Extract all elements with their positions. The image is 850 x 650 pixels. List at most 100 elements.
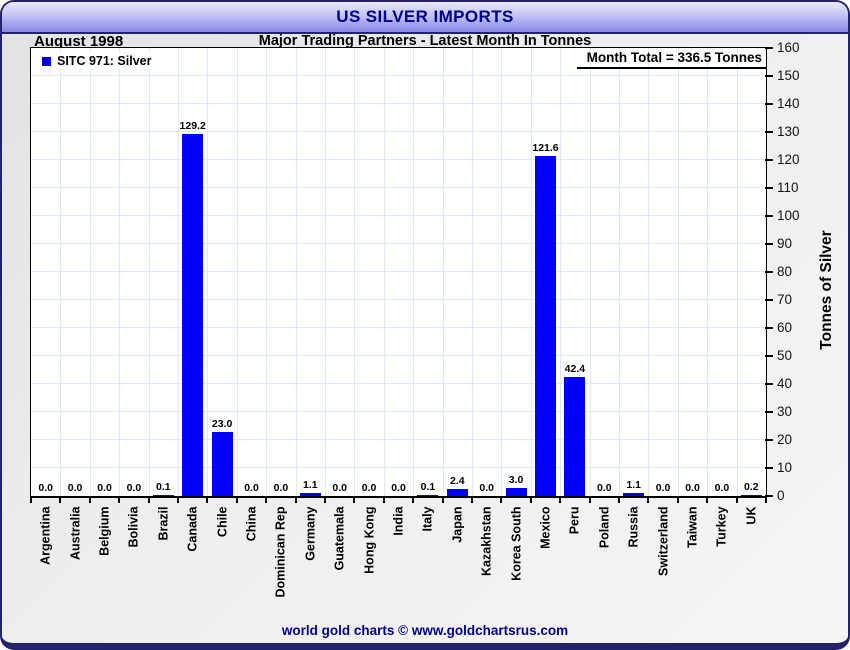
bar-value-japan: 2.4 xyxy=(449,475,465,488)
y-tick-label: 60 xyxy=(777,320,793,335)
bar-value-mexico: 121.6 xyxy=(532,141,559,154)
x-tick xyxy=(177,497,179,503)
plot-area: 0.0 0.0 0.0 0.0 0.1 129.2 23.0 0.0 0.0 1.1 0.0 0.0 0… xyxy=(30,47,767,498)
x-tick xyxy=(765,497,767,503)
x-category-label-uk: UK xyxy=(744,506,759,525)
bar-germany xyxy=(299,492,321,496)
y-tick-label: 130 xyxy=(777,124,800,139)
y-tick xyxy=(765,131,773,133)
gridline-horizontal xyxy=(31,103,766,104)
x-category-label-guatemala: Guatemala xyxy=(332,506,347,570)
bar-value-argentina: 0.0 xyxy=(38,482,53,494)
y-tick-label: 110 xyxy=(777,180,799,195)
gridline-vertical xyxy=(89,48,91,496)
x-category-label-peru: Peru xyxy=(567,506,582,534)
gridline-vertical xyxy=(325,48,326,496)
y-tick xyxy=(765,411,773,413)
bar-value-belgium: 0.0 xyxy=(97,482,112,494)
y-tick-label: 10 xyxy=(777,460,793,475)
gridline-vertical xyxy=(619,48,620,496)
x-tick xyxy=(618,497,620,503)
gridline-horizontal xyxy=(31,411,766,412)
bar-italy xyxy=(417,495,439,496)
gridline-horizontal xyxy=(31,327,766,328)
bar-value-guatemala: 0.0 xyxy=(332,482,347,494)
bar-value-bolivia: 0.0 xyxy=(126,482,142,494)
y-axis-title: Tonnes of Silver xyxy=(818,230,835,350)
y-tick xyxy=(765,187,773,189)
x-tick xyxy=(706,497,709,503)
title-bar: US SILVER IMPORTS xyxy=(2,2,848,34)
footer-credit[interactable]: world gold charts © www.goldchartsrus.co… xyxy=(281,623,569,638)
bar-value-taiwan: 0.0 xyxy=(685,482,700,494)
gridline-horizontal xyxy=(31,75,766,76)
bar-japan xyxy=(446,489,468,496)
gridline-vertical xyxy=(207,48,209,496)
plot-inner: 0.0 0.0 0.0 0.0 0.1 129.2 23.0 0.0 0.0 1.1 0.0 0.0 0… xyxy=(31,48,766,496)
y-tick-label: 30 xyxy=(777,404,793,419)
x-category-label-switzerland: Switzerland xyxy=(656,506,671,576)
x-category-label-canada: Canada xyxy=(185,506,200,552)
bar-value-turkey: 0.0 xyxy=(714,482,730,494)
bar-korea-south xyxy=(505,487,527,496)
gridline-vertical xyxy=(442,48,444,496)
period-label: August 1998 xyxy=(34,33,124,50)
x-tick xyxy=(118,497,121,503)
x-category-label-kazakhstan: Kazakhstan xyxy=(479,506,494,576)
x-tick xyxy=(441,497,444,503)
bar-value-brazil: 0.1 xyxy=(155,481,171,493)
y-tick-label: 0 xyxy=(777,488,785,503)
x-tick xyxy=(647,497,650,503)
x-category-label-china: China xyxy=(244,506,259,541)
x-category-label-taiwan: Taiwan xyxy=(685,506,700,548)
y-tick-label: 160 xyxy=(777,40,800,55)
gridline-vertical xyxy=(119,48,121,496)
bar-value-switzerland: 0.0 xyxy=(655,482,671,494)
x-tick xyxy=(471,497,473,503)
x-tick xyxy=(324,497,326,503)
gridline-vertical xyxy=(383,48,385,496)
y-tick xyxy=(765,159,773,161)
x-tick xyxy=(294,497,297,503)
bar-value-germany: 1.1 xyxy=(302,478,318,491)
x-category-label-hong-kong: Hong Kong xyxy=(362,506,377,574)
gridline-vertical xyxy=(60,48,62,496)
y-tick-label: 140 xyxy=(777,96,800,111)
y-tick-label: 40 xyxy=(777,376,793,391)
x-category-label-russia: Russia xyxy=(626,506,641,547)
gridline-vertical xyxy=(354,48,356,496)
x-category-label-india: India xyxy=(391,506,406,536)
x-tick xyxy=(529,497,532,503)
gridline-horizontal xyxy=(31,439,766,440)
gridline-vertical xyxy=(266,48,268,496)
bar-value-uk: 0.2 xyxy=(743,481,759,493)
x-category-label-germany: Germany xyxy=(303,506,318,561)
x-tick xyxy=(676,497,679,503)
x-category-label-brazil: Brazil xyxy=(156,506,171,541)
y-tick-label: 90 xyxy=(777,236,793,251)
x-category-label-chile: Chile xyxy=(215,506,230,537)
y-tick xyxy=(765,439,773,441)
bar-value-kazakhstan: 0.0 xyxy=(479,482,494,494)
gridline-horizontal xyxy=(31,243,766,244)
y-tick-label: 150 xyxy=(777,68,800,83)
gridline-vertical xyxy=(648,48,650,496)
bar-brazil xyxy=(152,495,174,496)
bar-chile xyxy=(211,431,233,496)
x-category-label-japan: Japan xyxy=(450,506,465,543)
y-tick-label: 120 xyxy=(777,152,800,167)
x-tick xyxy=(559,497,562,503)
x-tick xyxy=(265,497,268,503)
gridline-vertical xyxy=(413,48,415,496)
bar-value-peru: 42.4 xyxy=(564,363,586,376)
gridline-horizontal xyxy=(31,215,766,216)
gridline-horizontal xyxy=(31,383,766,384)
bar-russia xyxy=(623,492,645,496)
gridline-vertical xyxy=(295,48,297,496)
x-tick xyxy=(588,497,591,503)
x-category-label-turkey: Turkey xyxy=(714,506,729,547)
x-category-label-dominican-rep: Dominican Rep xyxy=(273,506,288,597)
bar-value-hong-kong: 0.0 xyxy=(361,482,377,494)
